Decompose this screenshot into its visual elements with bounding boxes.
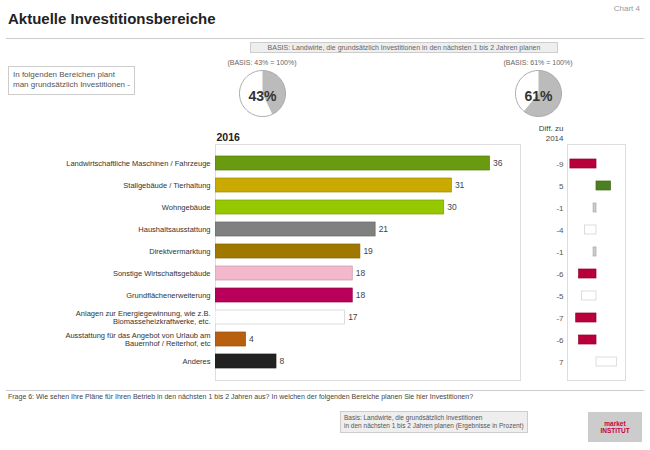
html-text:BASIS: Landwirte, die grundsät: BASIS: Landwirte, die grundsätzlich Inve… <box>267 44 541 51</box>
svg-text:4: 4 <box>249 334 254 344</box>
svg-text:61%: 61% <box>524 88 553 104</box>
html-text:Aktuelle Investitionsbereiche: Aktuelle Investitionsbereiche <box>8 10 216 27</box>
svg-text:Direktvermarktung: Direktvermarktung <box>149 247 210 256</box>
svg-text:Diff. zu2014: Diff. zu2014 <box>539 124 564 143</box>
svg-text:7: 7 <box>559 358 564 367</box>
svg-text:36: 36 <box>493 158 503 168</box>
svg-text:18: 18 <box>356 268 366 278</box>
html-text:In folgenden Bereichen plant m: In folgenden Bereichen plant man grundsä… <box>13 70 130 90</box>
svg-text:17: 17 <box>348 312 358 322</box>
svg-text:Anlagen zur Energiegewinnung,: Anlagen zur Energiegewinnung, wie z.B.Bi… <box>76 309 211 326</box>
html-text:market INSTITUT: market INSTITUT <box>600 420 630 434</box>
html-text:Chart 4: Chart 4 <box>613 4 640 13</box>
svg-text:-7: -7 <box>556 314 564 323</box>
svg-text:8: 8 <box>280 356 285 366</box>
svg-text:Ausstattung für das Angebot vo: Ausstattung für das Angebot von Urlaub a… <box>65 331 210 348</box>
html-text:(BASIS: 43% = 100%): (BASIS: 43% = 100%) <box>227 59 297 66</box>
svg-text:-6: -6 <box>556 336 564 345</box>
html-text:(BASIS: 61% = 100%): (BASIS: 61% = 100%) <box>503 59 573 66</box>
html-text:Basis: Landwirte, die grundsät: Basis: Landwirte, die grundsätzlich Inve… <box>344 414 524 430</box>
svg-text:-6: -6 <box>556 270 564 279</box>
svg-text:-1: -1 <box>556 248 564 257</box>
svg-text:-9: -9 <box>556 160 564 169</box>
html-text:Frage 6: Wie sehen Ihre Pläne: Frage 6: Wie sehen Ihre Pläne für Ihren … <box>8 393 473 400</box>
svg-text:Landwirtschaftliche Maschinen: Landwirtschaftliche Maschinen / Fahrzeug… <box>66 159 210 168</box>
svg-text:-4: -4 <box>556 226 564 235</box>
svg-text:21: 21 <box>379 224 389 234</box>
svg-text:Anderes: Anderes <box>183 357 211 366</box>
svg-text:18: 18 <box>356 290 366 300</box>
svg-text:Sonstige Wirtschaftsgebäude: Sonstige Wirtschaftsgebäude <box>113 269 211 278</box>
svg-text:31: 31 <box>455 180 465 190</box>
svg-text:5: 5 <box>559 182 564 191</box>
svg-text:Stallgebäude / Tierhaltung: Stallgebäude / Tierhaltung <box>123 181 210 190</box>
svg-text:Grundflächenerweiterung: Grundflächenerweiterung <box>126 291 210 300</box>
svg-text:43%: 43% <box>248 88 277 104</box>
svg-text:-5: -5 <box>556 292 564 301</box>
svg-text:-1: -1 <box>556 204 564 213</box>
svg-text:2016: 2016 <box>217 131 241 143</box>
svg-text:Haushaltsausstattung: Haushaltsausstattung <box>138 225 210 234</box>
svg-text:30: 30 <box>447 202 457 212</box>
svg-text:19: 19 <box>363 246 373 256</box>
svg-text:Wohngebäude: Wohngebäude <box>162 203 211 212</box>
